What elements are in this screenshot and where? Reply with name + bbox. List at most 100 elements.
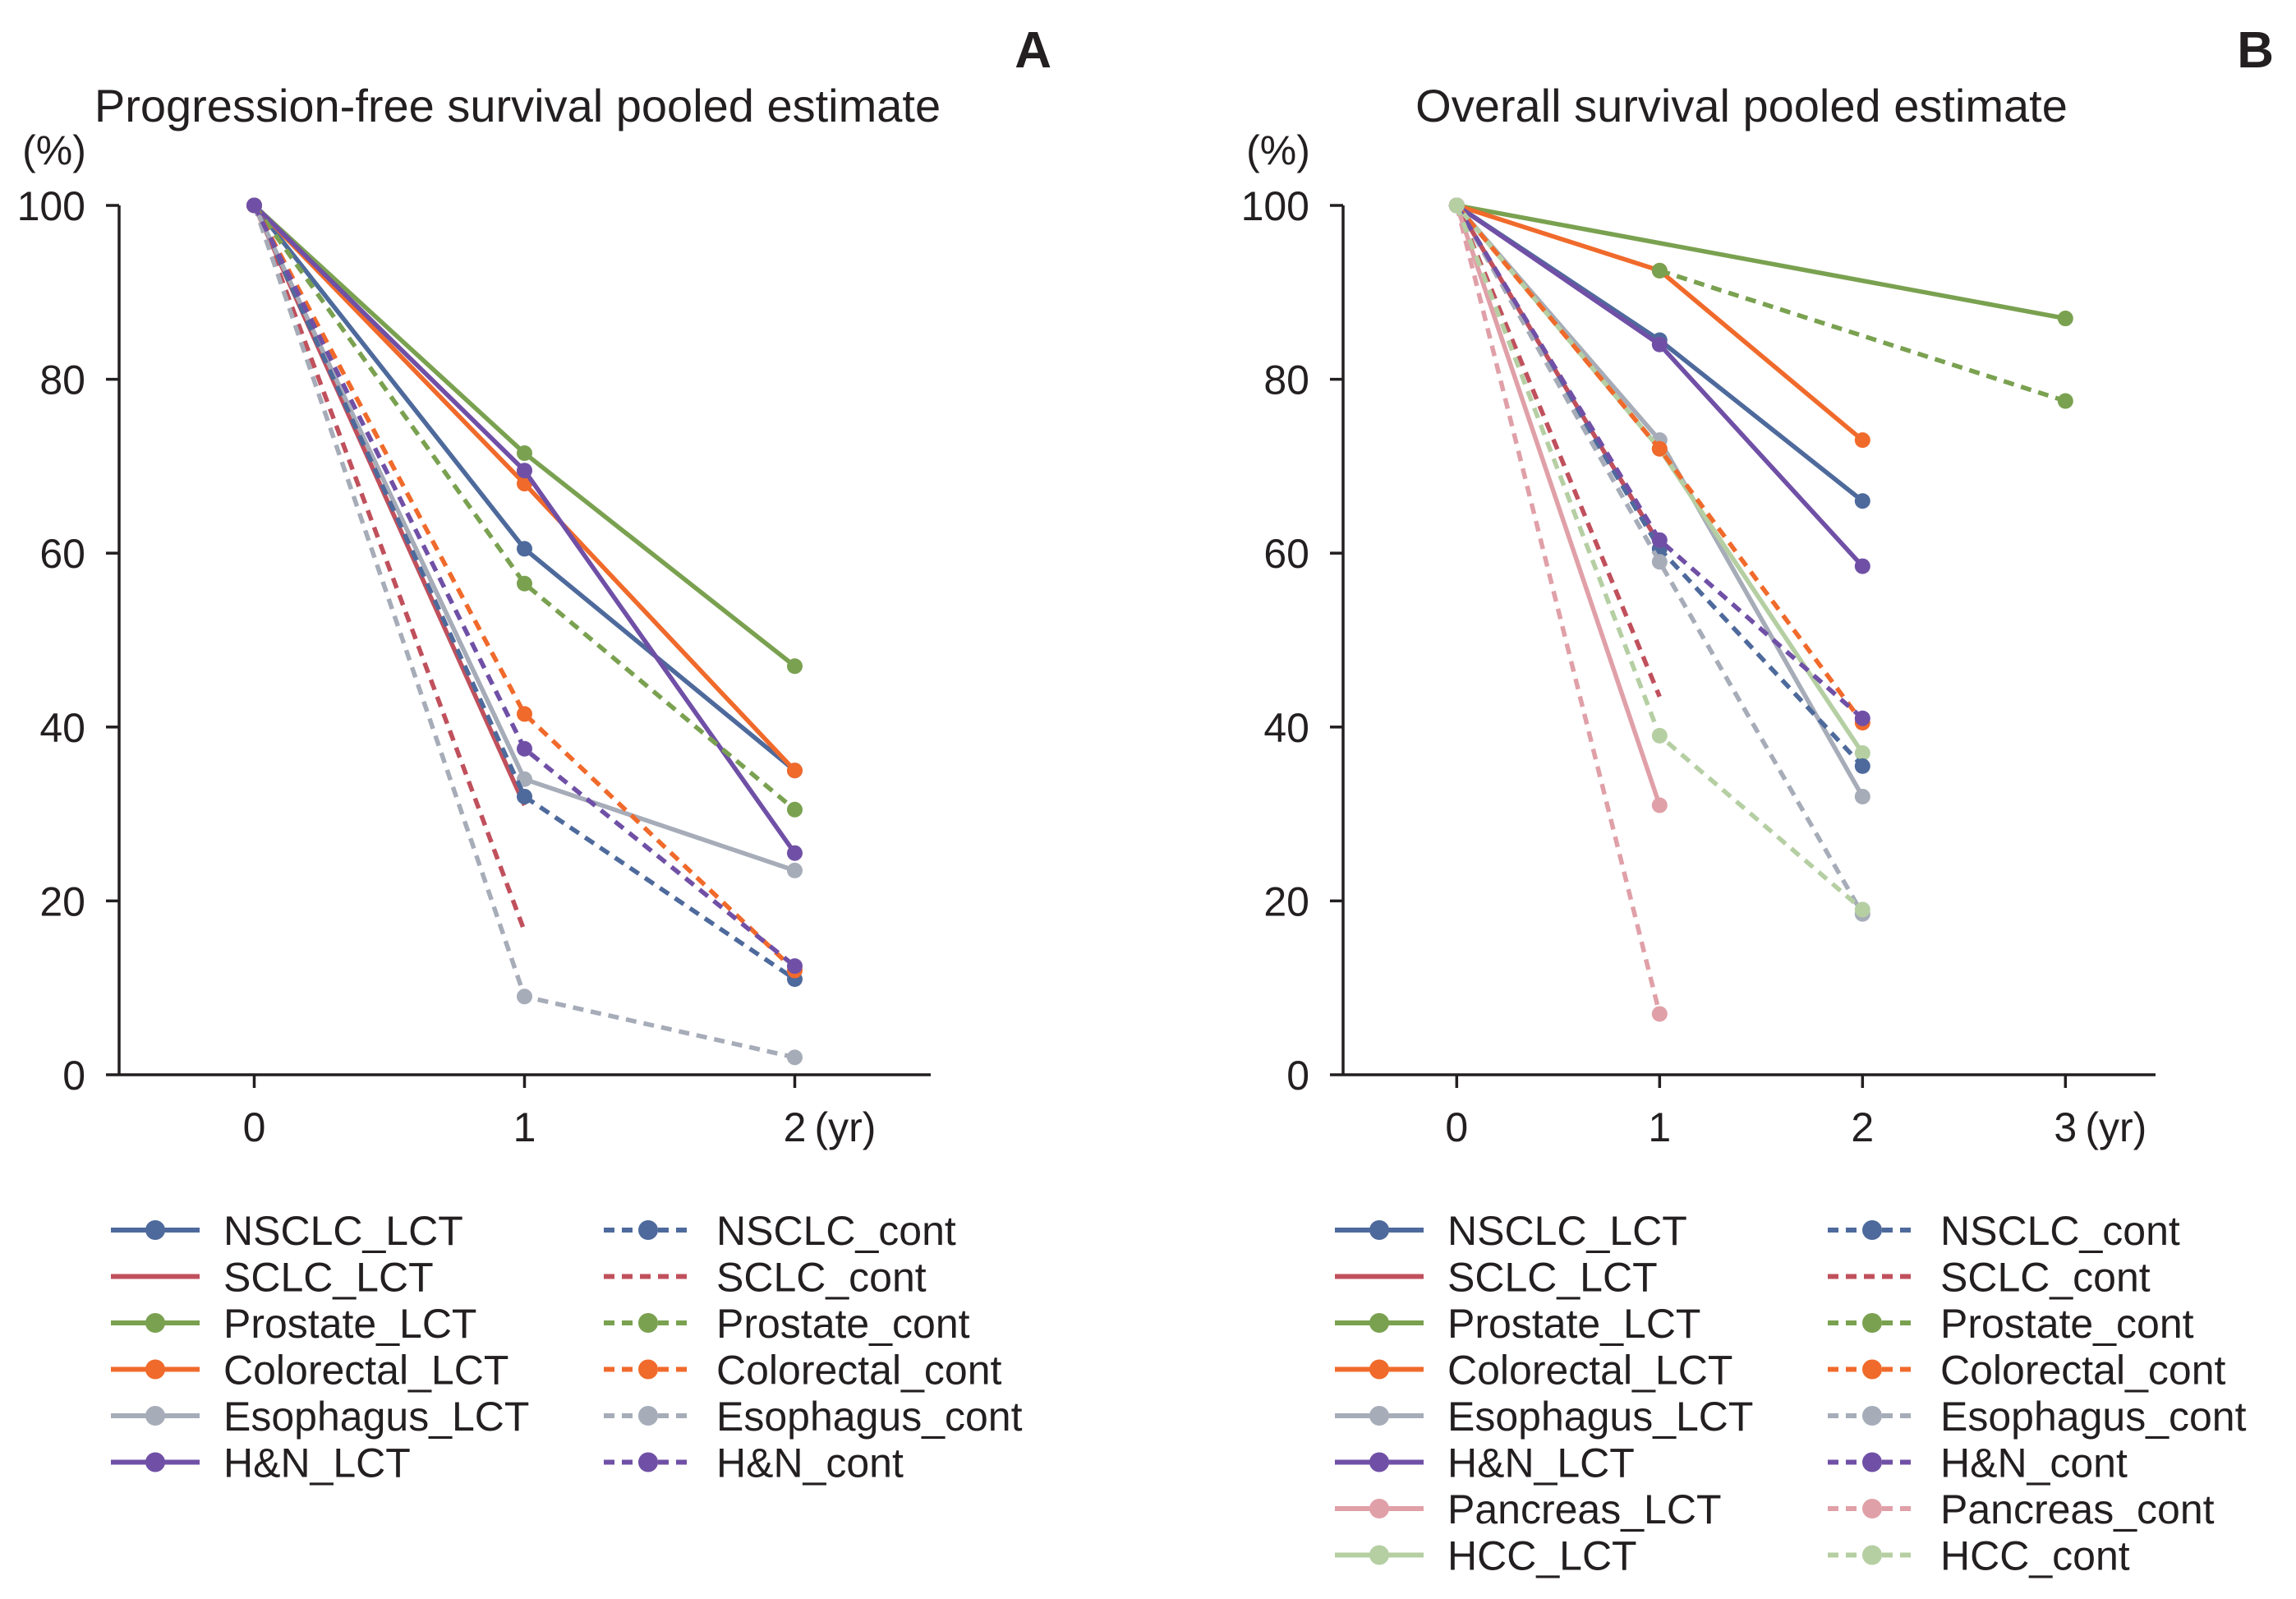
- panel-b-y-tick-label: 0: [1286, 1053, 1309, 1099]
- panel-b-series-nsclc-cont-point: [1854, 758, 1870, 774]
- panel-a-series-prostate-lct-point: [517, 445, 532, 462]
- panel-a-x-tick-label: 1: [513, 1104, 536, 1150]
- panel-a-series-esophagus-cont-point: [517, 988, 532, 1005]
- panel-a-legend-colorectal-lct-marker: [145, 1359, 165, 1380]
- panel-a-series-h-n-cont-point: [787, 958, 803, 975]
- panel-a-legend-esophagus-lct-marker: [145, 1406, 165, 1426]
- panel-b-legend-h-n-lct-label: H&N_LCT: [1447, 1440, 1635, 1486]
- panel-b-series-prostate-cont-point: [1651, 262, 1668, 279]
- panel-b-legend-h-n-cont-marker: [1862, 1452, 1882, 1472]
- panel-b-series-h-n-cont-line: [1454, 204, 1865, 721]
- panel-a-legend-colorectal-cont-label: Colorectal_cont: [716, 1348, 1002, 1394]
- panel-b-series-h-n-cont-point: [1854, 710, 1870, 726]
- panel-a: A Progression-free survival pooled estim…: [17, 22, 1051, 1486]
- panel-b-series-pancreas-lct-point: [1651, 797, 1668, 813]
- panel-a-legend-prostate-lct-marker: [145, 1313, 165, 1333]
- panel-a-series-colorectal-lct-point: [787, 763, 803, 779]
- panel-b-series-hcc-cont-point: [1854, 901, 1870, 918]
- panel-b-series-pancreas-cont-point: [1651, 1006, 1668, 1022]
- panel-b-series-prostate-lct-line: [1456, 203, 2066, 321]
- panel-a-y-tick-label: 100: [17, 183, 85, 229]
- panel-b-legend-esophagus-cont-label: Esophagus_cont: [1940, 1394, 2247, 1440]
- panel-a-legend-esophagus-cont-label: Esophagus_cont: [716, 1394, 1023, 1440]
- panel-a-legend-h-n-lct-marker: [145, 1452, 165, 1472]
- panel-b-y-tick-label: 40: [1263, 705, 1309, 751]
- panel-a-series-esophagus-cont-line: [251, 205, 796, 1060]
- panel-a-legend-prostate-cont-label: Prostate_cont: [716, 1301, 970, 1347]
- panel-b-legend-hcc-lct-label: HCC_LCT: [1447, 1533, 1637, 1579]
- panel-b-series-nsclc-cont-line: [1454, 204, 1865, 768]
- panel-b-legend-nsclc-lct-label: NSCLC_LCT: [1447, 1208, 1687, 1254]
- panel-a-legend-colorectal-lct-label: Colorectal_LCT: [223, 1348, 508, 1394]
- panel-b-legend-nsclc-cont-marker: [1862, 1220, 1882, 1240]
- panel-b-x-tick-label: 3: [2054, 1104, 2077, 1150]
- panel-a-series-esophagus-lct-point: [787, 862, 803, 878]
- panel-b-legend-h-n-lct-marker: [1369, 1452, 1389, 1472]
- panel-b-legend-prostate-cont-label: Prostate_cont: [1940, 1301, 2194, 1347]
- panel-a-y-tick-label: 60: [39, 531, 85, 577]
- panel-b-legend-colorectal-lct-marker: [1369, 1359, 1389, 1380]
- panel-a-series-prostate-cont-line: [252, 204, 797, 812]
- panel-b-series-nsclc-lct-point: [1854, 493, 1870, 509]
- panel-a-legend-esophagus-cont-marker: [638, 1406, 658, 1426]
- panel-b-series-h-n-lct-point: [1854, 558, 1870, 574]
- panel-b-series-pancreas-lct-line: [1454, 205, 1662, 806]
- panel-b-series-sclc-cont-line: [1454, 204, 1662, 698]
- panel-a-series-h-n-cont-point: [517, 740, 532, 757]
- panel-b-legend-pancreas-cont-marker: [1862, 1499, 1882, 1518]
- panel-a-x-tick-label: 0: [243, 1104, 266, 1150]
- panel-a-y-unit: (%): [22, 127, 86, 173]
- panel-b-x-tick-label: 0: [1445, 1104, 1468, 1150]
- panel-b-legend-colorectal-lct-label: Colorectal_LCT: [1447, 1348, 1732, 1394]
- panel-b-y-unit: (%): [1246, 127, 1310, 173]
- panel-a-x-tick-label: 2: [784, 1104, 807, 1150]
- panel-a-legend-sclc-cont-label: SCLC_cont: [716, 1255, 927, 1301]
- panel-b-legend-hcc-cont-label: HCC_cont: [1940, 1533, 2130, 1579]
- panel-b-y-tick-label: 20: [1263, 878, 1309, 924]
- panel-b-series-hcc-cont-point: [1448, 197, 1465, 214]
- panel-b-series-esophagus-cont-line: [1454, 204, 1865, 915]
- panel-a-legend-prostate-lct-label: Prostate_LCT: [223, 1301, 476, 1347]
- panel-a-y-tick-label: 0: [62, 1053, 85, 1099]
- panel-b-legend-prostate-lct-marker: [1369, 1313, 1389, 1333]
- panel-b-legend-sclc-cont-label: SCLC_cont: [1940, 1255, 2151, 1301]
- panel-b-series-prostate-cont-line: [1659, 268, 2067, 403]
- panel-b-series-hcc-lct-line: [1455, 204, 1865, 755]
- panel-a-y-tick-label: 80: [39, 357, 85, 403]
- panel-a-y-tick-label: 40: [39, 705, 85, 751]
- panel-b-legend-colorectal-cont-label: Colorectal_cont: [1940, 1348, 2226, 1394]
- panel-b-letter: B: [2237, 22, 2274, 79]
- panel-b-series-esophagus-lct-point: [1854, 788, 1870, 804]
- panel-b-series-colorectal-lct-line: [1456, 203, 1865, 442]
- panel-b-series-prostate-cont-point: [2057, 393, 2073, 409]
- panel-a-legend-sclc-lct-label: SCLC_LCT: [223, 1255, 434, 1301]
- panel-a-series-h-n-lct-point: [517, 463, 532, 479]
- panel-a-legend-colorectal-cont-marker: [638, 1359, 658, 1380]
- panel-b-series-prostate-lct-point: [2057, 311, 2073, 327]
- panel-a-legend-h-n-lct-label: H&N_LCT: [223, 1440, 411, 1486]
- panel-a-series-nsclc-cont-line: [251, 204, 797, 981]
- panel-b-y-tick-label: 80: [1263, 357, 1309, 403]
- panel-a-series-nsclc-cont-point: [517, 788, 532, 804]
- panel-a-legend-esophagus-lct-label: Esophagus_LCT: [223, 1394, 529, 1440]
- panel-b-series-pancreas-cont-line: [1454, 205, 1662, 1015]
- panel-b-legend-prostate-cont-marker: [1862, 1313, 1882, 1333]
- panel-a-series-nsclc-lct-point: [517, 541, 532, 557]
- panel-b-legend-prostate-lct-label: Prostate_LCT: [1447, 1301, 1700, 1347]
- panel-b-legend-nsclc-lct-marker: [1369, 1220, 1389, 1240]
- panel-b-x-tick-label: 1: [1648, 1104, 1671, 1150]
- panel-a-series-prostate-cont-point: [787, 801, 803, 818]
- panel-a-legend-nsclc-lct-label: NSCLC_LCT: [223, 1208, 463, 1254]
- panel-b-series-esophagus-cont-point: [1651, 554, 1668, 570]
- panel-b-series-hcc-lct-point: [1854, 745, 1870, 762]
- panel-b-y-tick-label: 60: [1263, 531, 1309, 577]
- panel-b-series-h-n-cont-point: [1651, 532, 1668, 548]
- panel-a-legend-h-n-cont-label: H&N_cont: [716, 1440, 904, 1486]
- panel-b-legend-pancreas-lct-marker: [1369, 1499, 1389, 1518]
- panel-b-legend-esophagus-lct-marker: [1369, 1406, 1389, 1426]
- panel-a-legend-nsclc-lct-marker: [145, 1220, 165, 1240]
- panel-a-series-esophagus-cont-point: [787, 1049, 803, 1066]
- panel-b-series-colorectal-cont-point: [1651, 440, 1668, 457]
- panel-b-legend-sclc-lct-label: SCLC_LCT: [1447, 1255, 1658, 1301]
